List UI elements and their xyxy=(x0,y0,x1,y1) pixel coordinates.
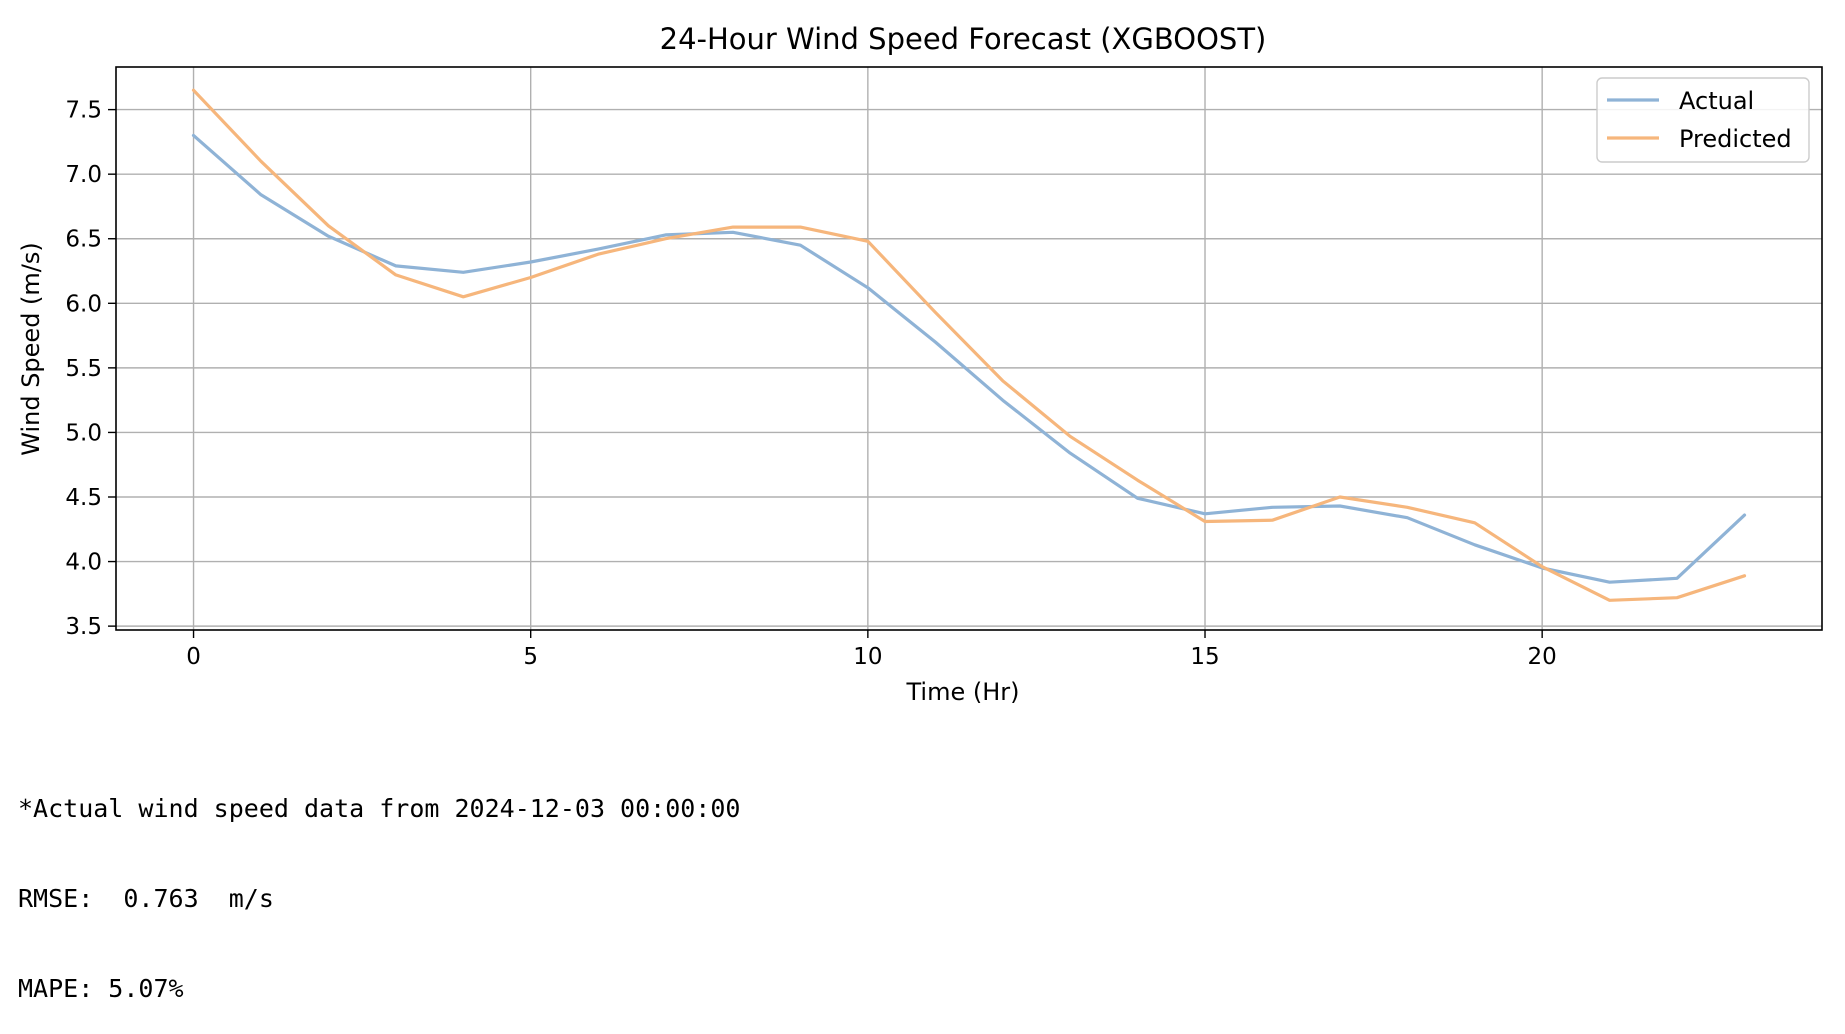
y-tick-label: 5.0 xyxy=(65,420,102,446)
y-axis-label: Wind Speed (m/s) xyxy=(17,242,45,456)
x-tick-label: 5 xyxy=(523,644,538,670)
y-tick-label: 6.5 xyxy=(65,227,102,253)
y-tick-label: 4.5 xyxy=(65,485,102,511)
x-tick-label: 10 xyxy=(853,644,882,670)
x-tick-label: 0 xyxy=(186,644,201,670)
x-axis-label: Time (Hr) xyxy=(905,678,1019,706)
legend: Actual Predicted xyxy=(1596,77,1810,163)
grid-lines xyxy=(116,67,1822,630)
mape-note: MAPE: 5.07% xyxy=(18,974,184,1003)
y-tick-label: 3.5 xyxy=(65,614,102,640)
y-tick-label: 6.0 xyxy=(65,291,102,317)
forecast-notes: *Actual wind speed data from 2024-12-03 … xyxy=(18,734,740,1034)
series-line-actual xyxy=(191,133,1747,584)
axis-ticks: 0 5 10 15 20 3.5 4.0 4.5 5.0 5.5 6.0 6.5 7.0 7.5 xyxy=(65,98,1556,670)
legend-label: Actual xyxy=(1679,87,1754,115)
plot-frame xyxy=(115,66,1823,631)
chart-title: 24-Hour Wind Speed Forecast (XGBOOST) xyxy=(660,22,1267,56)
rmse-note: RMSE: 0.763 m/s xyxy=(18,884,274,913)
y-tick-label: 7.5 xyxy=(65,98,102,124)
series-lines xyxy=(191,88,1747,602)
y-tick-label: 4.0 xyxy=(65,550,102,576)
legend-label: Predicted xyxy=(1679,125,1792,153)
wind-speed-chart: 24-Hour Wind Speed Forecast (XGBOOST) 0 5… xyxy=(17,22,1823,706)
x-tick-label: 15 xyxy=(1190,644,1219,670)
y-tick-label: 7.0 xyxy=(65,162,102,188)
data-source-note: *Actual wind speed data from 2024-12-03 … xyxy=(18,794,741,823)
y-tick-label: 5.5 xyxy=(65,356,102,382)
series-line-predicted xyxy=(191,88,1747,602)
x-tick-label: 20 xyxy=(1528,644,1557,670)
